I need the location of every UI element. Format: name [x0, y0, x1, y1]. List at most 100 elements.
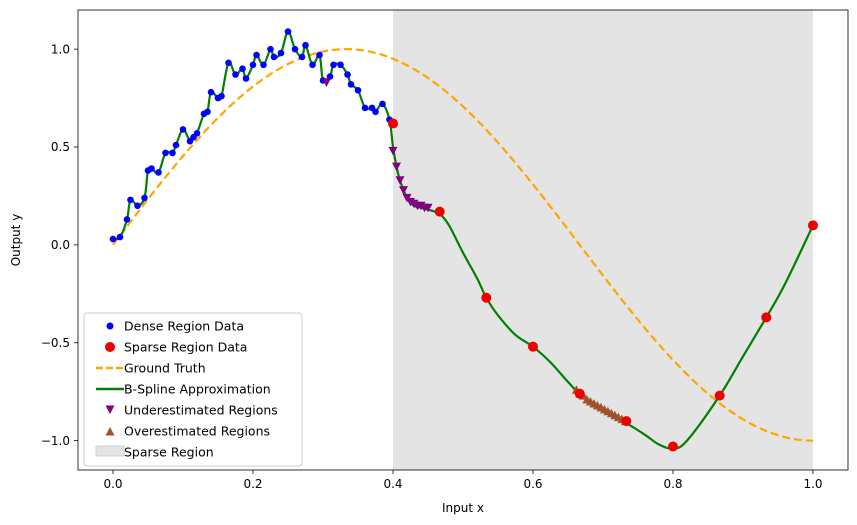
- sparse-region-band: [393, 10, 813, 470]
- sparse-data-point: [388, 118, 398, 129]
- underestimated-marker: [392, 162, 401, 172]
- x-axis-label: Input x: [442, 501, 484, 515]
- axes-frame: [77, 9, 849, 471]
- y-tick-label: 0.0: [51, 238, 70, 252]
- dense-data-point: [253, 51, 260, 59]
- dense-data-point: [134, 202, 141, 210]
- dense-data-point: [354, 86, 362, 94]
- legend-label-bspline: B-Spline Approximation: [124, 382, 271, 397]
- marker-layer: [109, 28, 818, 452]
- dense-data-point: [270, 53, 278, 61]
- dense-data-point: [116, 233, 124, 241]
- underestimated-marker: [322, 78, 331, 87]
- legend-entry-sparse: Sparse Region Data: [105, 340, 247, 355]
- underestimated-marker: [399, 186, 408, 195]
- underestimated-marker: [395, 176, 405, 185]
- x-tick-label: 0.6: [523, 477, 542, 491]
- legend-label-underestimated: Underestimated Regions: [124, 403, 278, 418]
- y-axis-label: Output y: [9, 214, 23, 267]
- legend-label-sparse: Sparse Region Data: [124, 340, 247, 355]
- dense-data-point: [379, 100, 386, 108]
- sparse-data-point: [668, 441, 678, 452]
- x-axis: 0.0 0.2 0.4 0.6 0.8 1.0: [103, 470, 823, 491]
- legend-entry-sparse-region: Sparse Region: [95, 445, 214, 460]
- dense-data-point: [302, 41, 309, 49]
- dense-data-point: [204, 108, 211, 116]
- plot-area: [109, 10, 818, 470]
- sparse-data-point: [574, 388, 585, 399]
- legend-frame: [83, 312, 303, 467]
- dense-data-point: [260, 61, 267, 69]
- sparse-data-point: [808, 220, 818, 231]
- y-tick-label: −0.5: [41, 336, 70, 350]
- dense-data-point: [218, 92, 225, 100]
- dense-data-point: [141, 194, 148, 202]
- sparse-data-point: [481, 292, 492, 303]
- dense-data-point: [225, 59, 232, 67]
- dense-data-point: [291, 45, 299, 53]
- dense-data-point: [127, 196, 134, 204]
- dense-data-point: [193, 130, 201, 137]
- x-tick-label: 0.2: [243, 477, 262, 491]
- legend-marker-underestimated: [105, 405, 115, 414]
- legend-entry-ground-truth: Ground Truth: [96, 361, 206, 376]
- legend-label-overestimated: Overestimated Regions: [124, 424, 270, 439]
- x-tick-label: 0.0: [103, 477, 122, 491]
- dense-data-point: [277, 49, 285, 57]
- underestimated-marker: [388, 146, 398, 156]
- dense-data-point: [155, 169, 162, 176]
- legend-label-ground-truth: Ground Truth: [124, 361, 206, 376]
- legend-entry-dense: Dense Region Data: [106, 319, 244, 334]
- sparse-region-span: [393, 10, 813, 470]
- legend-label-dense: Dense Region Data: [124, 319, 244, 334]
- dense-data-point: [316, 51, 323, 59]
- dense-data-point: [344, 71, 351, 78]
- dense-data-point: [123, 216, 131, 223]
- legend-marker-dense-dot: [106, 322, 114, 330]
- dense-data-point: [347, 81, 355, 88]
- dense-data-point: [239, 65, 246, 73]
- dense-data-point: [249, 61, 257, 69]
- underestimated-marker: [423, 203, 433, 213]
- sparse-data-point: [714, 390, 725, 401]
- dense-data-point: [148, 165, 155, 172]
- ground-truth-line: [112, 48, 814, 442]
- dense-data-point: [232, 71, 239, 78]
- dense-data-point: [179, 126, 187, 133]
- dense-data-point: [162, 149, 169, 157]
- legend-marker-overestimated: [105, 427, 115, 436]
- legend-label-sparse-region: Sparse Region: [124, 445, 214, 460]
- legend-entry-bspline: B-Spline Approximation: [96, 382, 271, 397]
- sparse-data-point: [621, 416, 632, 427]
- sparse-data-point: [761, 312, 772, 323]
- dense-data-point: [169, 149, 176, 157]
- dense-data-point: [361, 104, 369, 112]
- dense-data-point: [109, 235, 117, 243]
- dense-data-point: [172, 141, 180, 149]
- legend-entry-overestimated: Overestimated Regions: [105, 424, 270, 439]
- sparse-data-point: [528, 341, 538, 352]
- legend-marker-sparse-dot: [105, 342, 115, 352]
- legend-entry-underestimated: Underestimated Regions: [105, 403, 278, 418]
- y-tick-label: 0.5: [51, 140, 70, 154]
- dense-data-point: [284, 28, 292, 35]
- dense-data-point: [242, 75, 250, 82]
- dense-data-point: [372, 108, 379, 116]
- dense-data-point: [330, 61, 337, 69]
- dense-data-point: [267, 45, 274, 53]
- sparse-data-point: [434, 206, 445, 217]
- dense-data-point: [298, 53, 306, 61]
- y-tick-label: 1.0: [51, 42, 70, 56]
- dense-data-point: [207, 88, 215, 96]
- legend-patch-sparse-region: [95, 445, 125, 457]
- dense-data-point: [326, 73, 334, 80]
- legend: Dense Region Data Sparse Region Data Gro…: [83, 312, 303, 467]
- y-axis: −1.0 −0.5 0.0 0.5 1.0: [41, 42, 78, 448]
- dense-data-point: [337, 61, 344, 69]
- dense-data-point: [309, 61, 316, 69]
- x-tick-label: 1.0: [803, 477, 822, 491]
- y-tick-label: −1.0: [41, 434, 70, 448]
- x-tick-label: 0.4: [383, 477, 402, 491]
- x-tick-label: 0.8: [663, 477, 682, 491]
